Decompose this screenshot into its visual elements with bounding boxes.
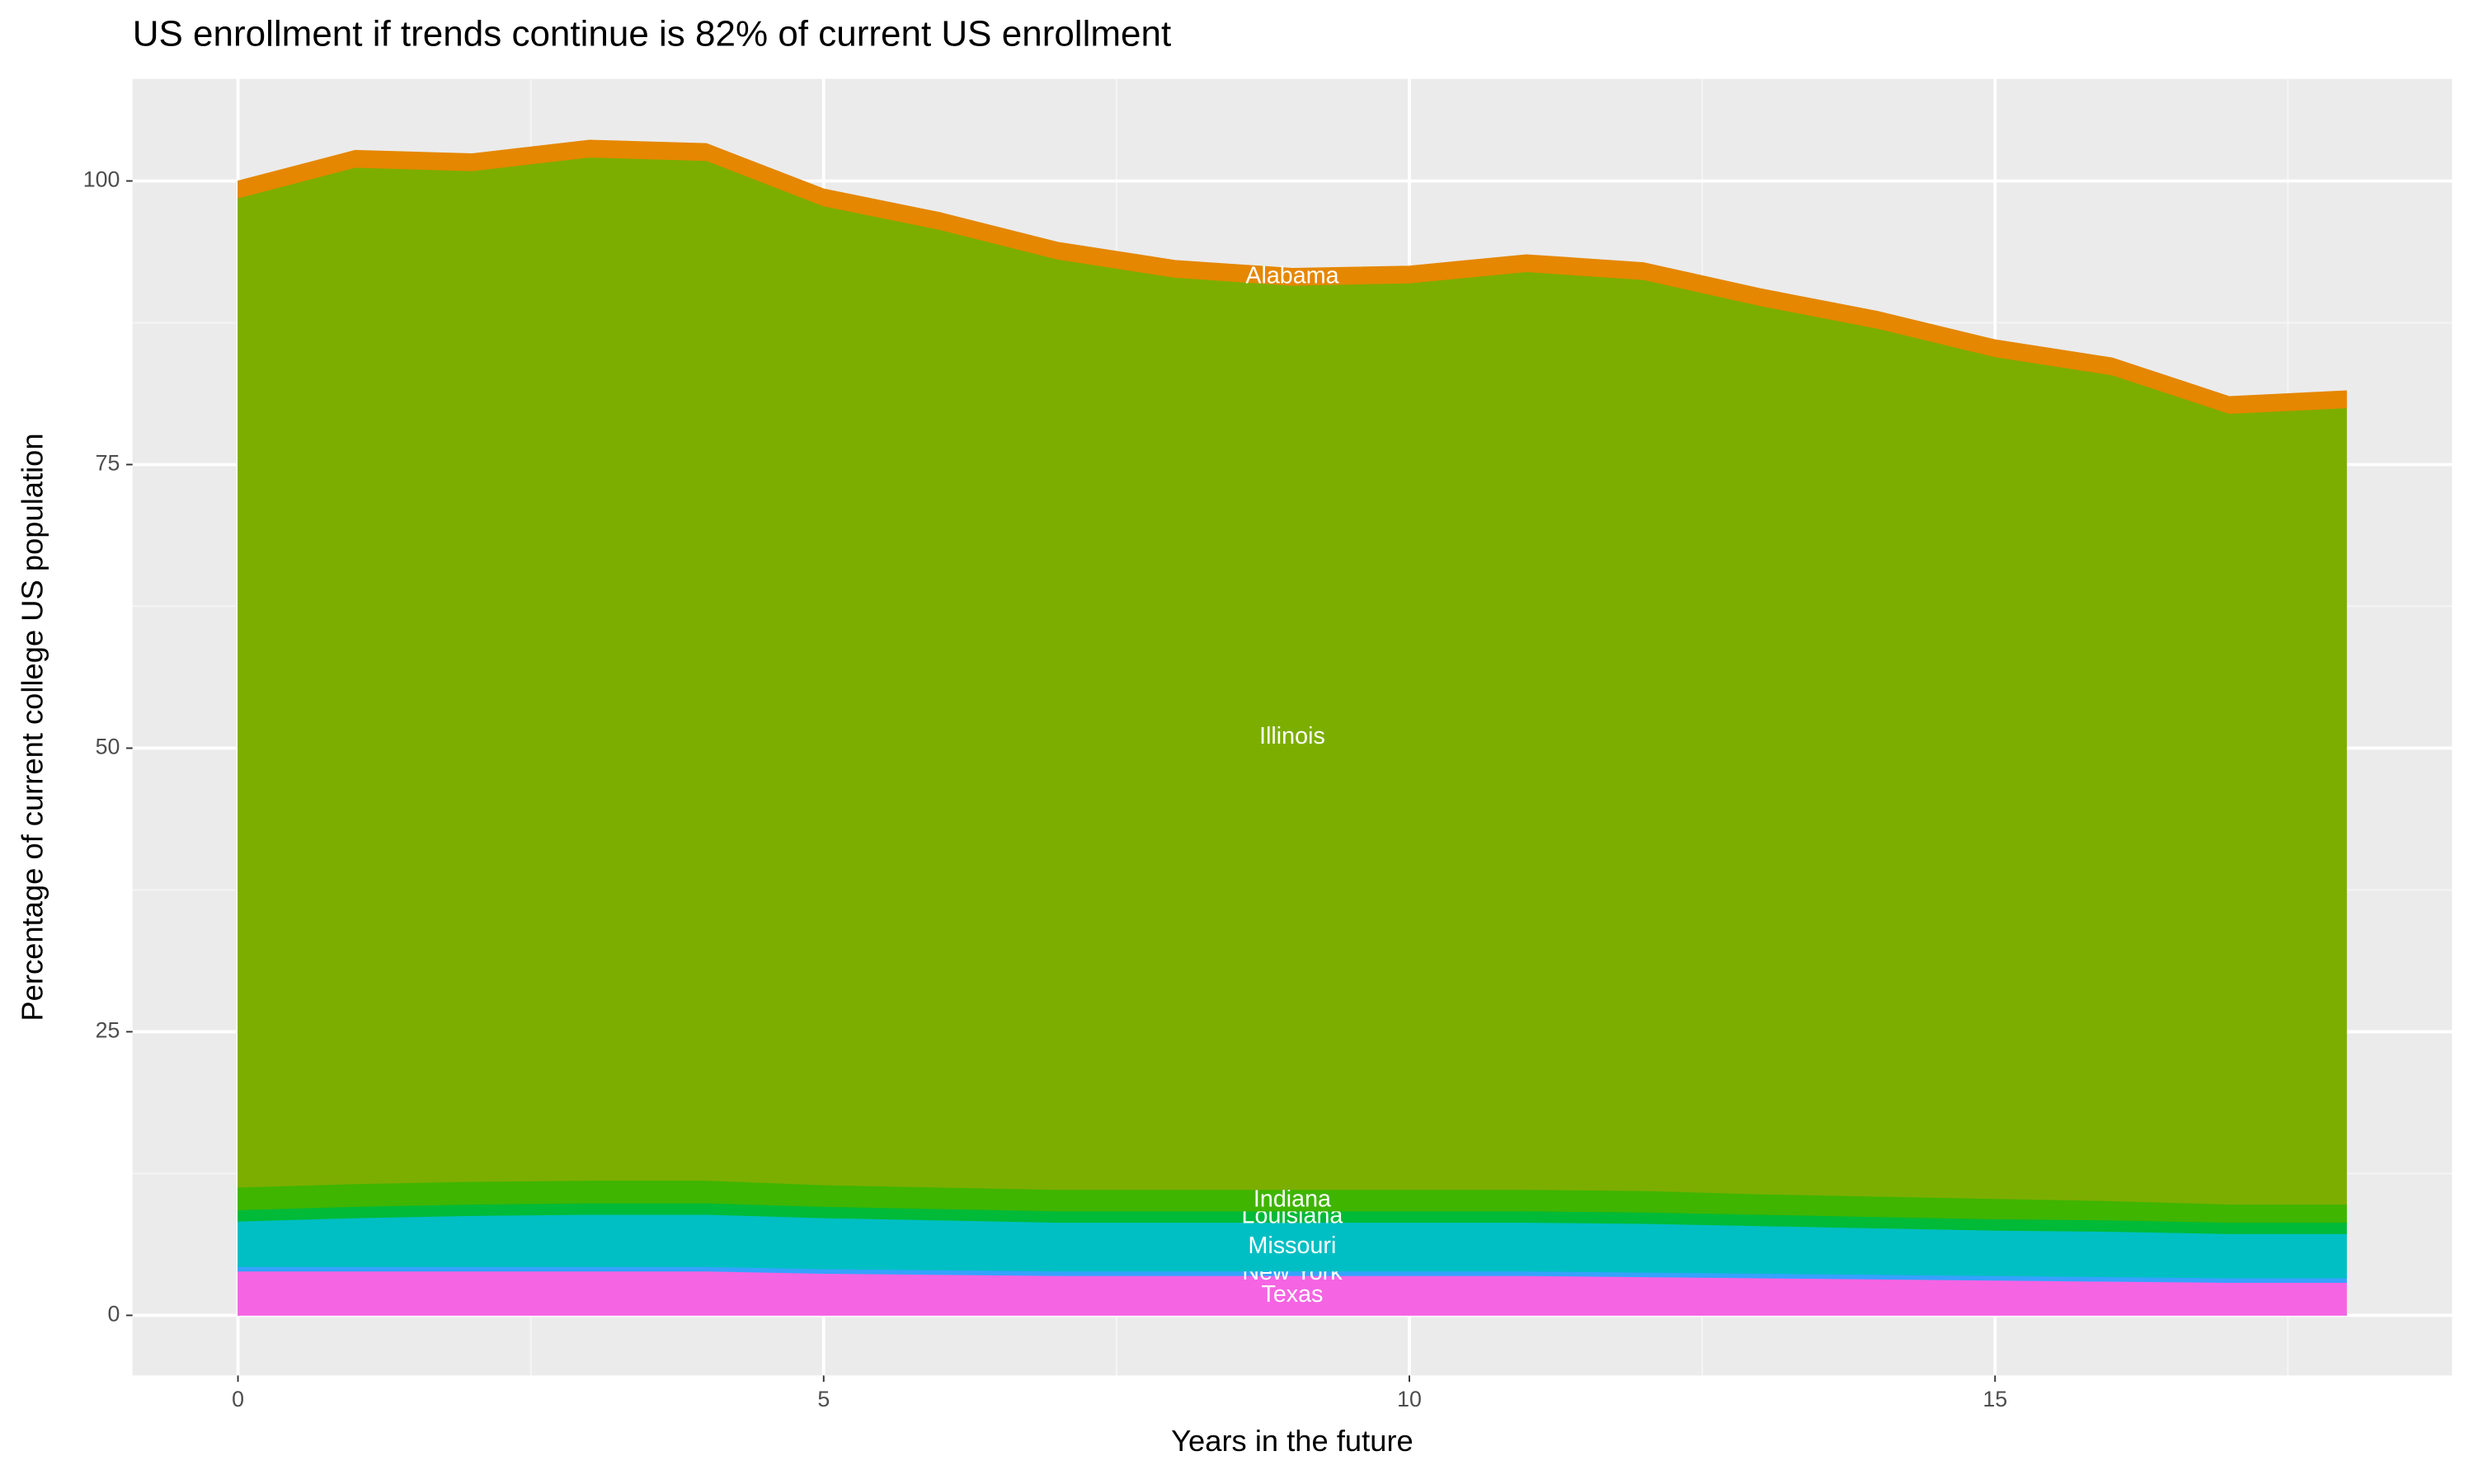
x-tick-label: 10: [1397, 1387, 1422, 1411]
x-tick-label: 5: [817, 1387, 830, 1411]
area-label: Missouri: [1249, 1233, 1337, 1259]
area-label: Indiana: [1253, 1186, 1331, 1212]
y-tick-label: 25: [96, 1018, 120, 1043]
chart-title: US enrollment if trends continue is 82% …: [133, 14, 1171, 54]
area: [238, 139, 2347, 415]
y-axis-title: Percentage of current college US populat…: [16, 433, 49, 1021]
area-label: Alabama: [1245, 262, 1338, 289]
y-tick-label: 0: [108, 1302, 120, 1327]
y-tick-label: 50: [96, 735, 120, 759]
x-axis-title: Years in the future: [1171, 1424, 1413, 1458]
y-tick-label: 75: [96, 451, 120, 476]
y-tick-label: 100: [83, 167, 120, 192]
x-tick-label: 15: [1982, 1387, 2007, 1411]
area-label: Texas: [1261, 1281, 1323, 1308]
area-label: Illinois: [1259, 723, 1325, 749]
x-tick-label: 0: [232, 1387, 244, 1411]
